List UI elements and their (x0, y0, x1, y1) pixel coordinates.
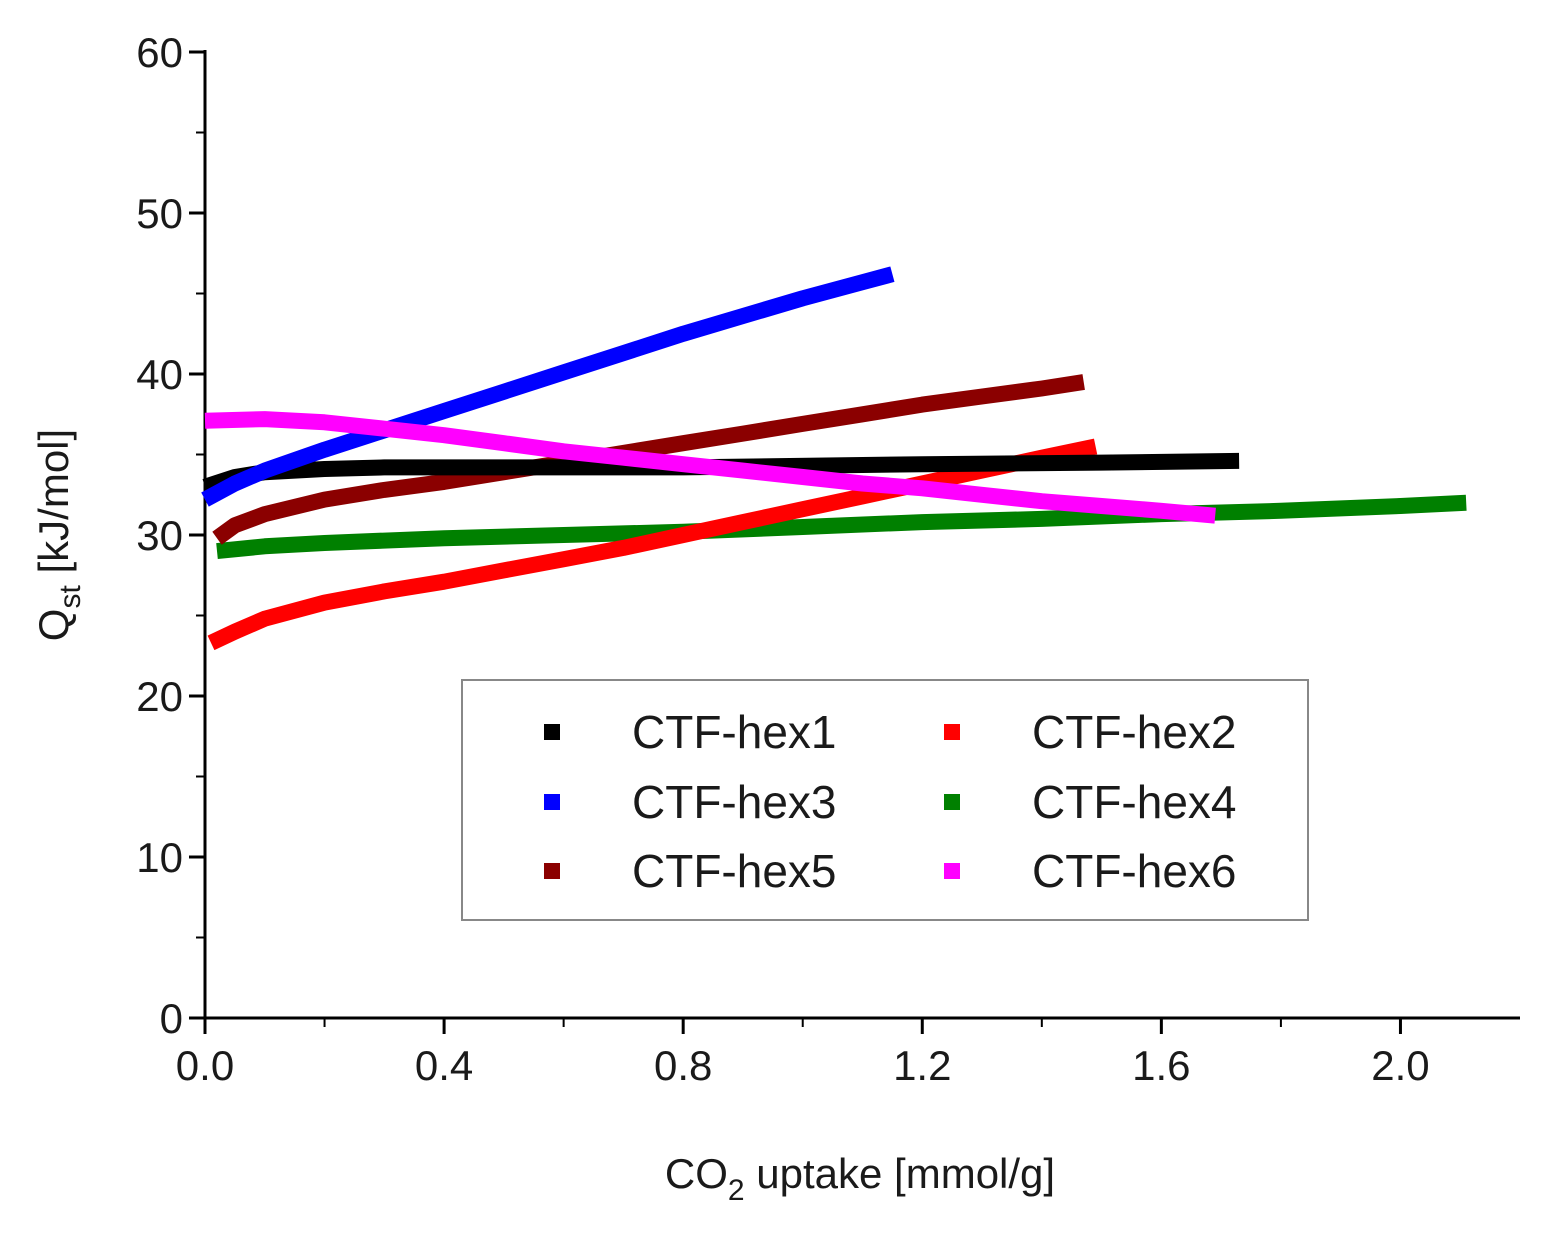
ticks: 0 10 20 30 40 50 60 0.0 0.4 0.8 1.2 1.6 2.0 (136, 29, 1429, 1089)
legend: CTF-hex1 CTF-hex2 CTF-hex3 CTF-hex4 CTF-hex5… (461, 679, 1309, 921)
y-tick-label: 40 (136, 351, 183, 398)
x-tick-label: 2.0 (1371, 1042, 1429, 1089)
y-tick-label: 0 (160, 995, 183, 1042)
legend-marker (544, 863, 560, 879)
legend-label: CTF-hex6 (1032, 845, 1236, 897)
legend-label: CTF-hex3 (632, 776, 836, 828)
y-tick-label: 10 (136, 834, 183, 881)
series-line-ctf-hex3 (201, 266, 895, 507)
x-tick-label: 0.8 (654, 1042, 712, 1089)
x-tick-label: 1.2 (893, 1042, 951, 1089)
y-tick-label: 60 (136, 29, 183, 76)
legend-label: CTF-hex1 (632, 706, 836, 758)
series-group (201, 266, 1467, 651)
legend-marker (544, 724, 560, 740)
series-line-ctf-hex6 (204, 411, 1216, 524)
legend-label: CTF-hex4 (1032, 776, 1236, 828)
series-line-ctf-hex4 (216, 494, 1467, 560)
legend-marker (544, 794, 560, 810)
legend-marker (944, 724, 960, 740)
legend-label: CTF-hex5 (632, 845, 836, 897)
legend-label: CTF-hex2 (1032, 706, 1236, 758)
x-tick-label: 1.6 (1132, 1042, 1190, 1089)
y-tick-label: 50 (136, 190, 183, 237)
y-tick-label: 30 (136, 512, 183, 559)
x-tick-label: 0.4 (415, 1042, 473, 1089)
series-line-ctf-hex2 (207, 438, 1098, 651)
x-tick-label: 0.0 (176, 1042, 234, 1089)
y-axis-title: Qst [kJ/mol] (30, 429, 87, 641)
y-tick-label: 20 (136, 673, 183, 720)
legend-box (461, 679, 1309, 921)
legend-marker (944, 794, 960, 810)
legend-marker (944, 863, 960, 879)
x-axis-title: CO2 uptake [mmol/g] (665, 1150, 1055, 1207)
